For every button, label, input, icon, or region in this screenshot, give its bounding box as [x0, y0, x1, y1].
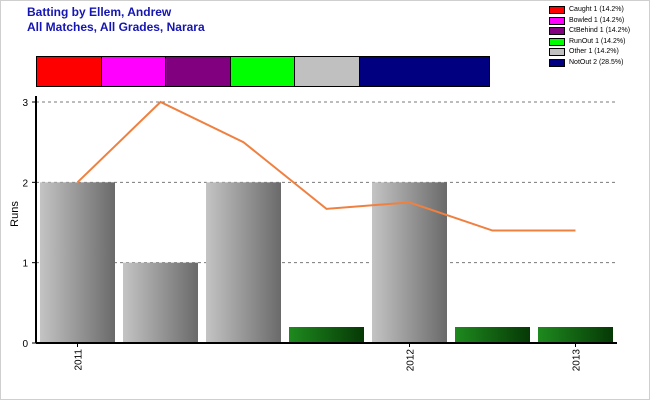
runs-bar: [372, 182, 447, 343]
x-tick-label: 2012: [406, 349, 417, 372]
not-out-bar: [538, 327, 613, 343]
legend-swatch: [549, 27, 565, 35]
distribution-segment: [37, 57, 102, 86]
legend-swatch: [549, 6, 565, 14]
y-tick-label: 3: [22, 98, 28, 109]
legend-label: RunOut 1 (14.2%): [569, 37, 626, 45]
distribution-segment: [359, 57, 489, 86]
y-axis-label: Runs: [8, 201, 21, 227]
legend-swatch: [549, 58, 565, 67]
legend-swatch: [549, 16, 565, 25]
dismissal-distribution-bar: [36, 56, 490, 87]
y-tick-label: 2: [22, 178, 28, 189]
runs-bar: [123, 262, 198, 343]
legend-label: Other 1 (14.2%): [569, 48, 619, 55]
not-out-bar: [455, 327, 530, 343]
not-out-bar: [289, 327, 364, 343]
legend-label: NotOut 2 (28.5%): [569, 58, 624, 66]
x-tick-label: 2013: [572, 349, 583, 372]
distribution-segment: [166, 57, 231, 86]
legend-label: Bowled 1 (14.2%): [569, 16, 625, 24]
x-tick-label: 2011: [74, 349, 85, 371]
y-tick-label: 0: [22, 339, 28, 350]
distribution-segment: [295, 57, 360, 86]
distribution-segment: [101, 57, 167, 86]
runs-bar: [206, 182, 281, 343]
legend-label: Caught 1 (14.2%): [569, 6, 624, 13]
legend-swatch: [549, 37, 565, 46]
chart-title: Batting by Ellem, Andrew: [27, 5, 172, 19]
chart-subtitle: All Matches, All Grades, Narara: [27, 20, 205, 34]
y-tick-label: 1: [22, 259, 28, 270]
legend-label: CtBehind 1 (14.2%): [569, 27, 631, 34]
runs-bar: [40, 182, 115, 343]
average-line: [76, 100, 576, 232]
distribution-segment: [230, 57, 296, 86]
legend-swatch: [549, 48, 565, 56]
